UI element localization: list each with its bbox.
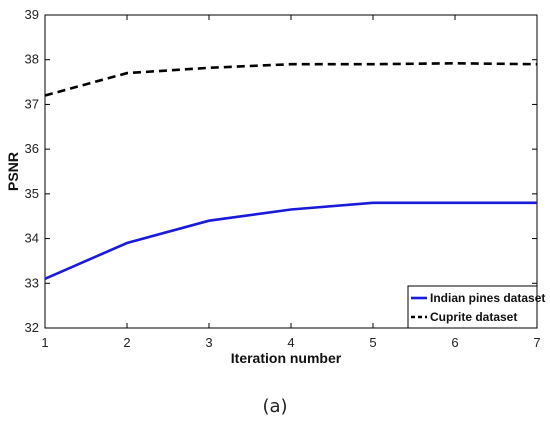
x-tick-label: 4 — [287, 335, 294, 350]
x-axis-label: Iteration number — [231, 350, 342, 366]
x-tick-label: 2 — [123, 335, 130, 350]
plot-area — [44, 14, 538, 329]
legend: Indian pines dataset Cuprite dataset — [407, 285, 545, 329]
x-axis-ticks: 1 2 3 4 5 6 7 — [41, 15, 541, 350]
legend-label-1: Indian pines dataset — [430, 291, 545, 305]
legend-label-2: Cuprite dataset — [430, 310, 517, 324]
y-tick-label: 33 — [25, 275, 39, 290]
y-axis-label: PSNR — [5, 152, 21, 191]
series-layer — [44, 61, 538, 280]
y-tick-label: 35 — [25, 186, 39, 201]
y-tick-label: 39 — [25, 7, 39, 22]
x-tick-label: 1 — [41, 335, 48, 350]
legend-box — [407, 285, 538, 329]
x-tick-label: 6 — [451, 335, 458, 350]
x-tick-label: 3 — [205, 335, 212, 350]
y-tick-label: 34 — [25, 231, 39, 246]
x-tick-label: 5 — [369, 335, 376, 350]
series-line-2 — [44, 61, 538, 97]
y-tick-label: 36 — [25, 141, 39, 156]
x-tick-label: 7 — [533, 335, 540, 350]
y-tick-label: 38 — [25, 52, 39, 67]
y-tick-label: 32 — [25, 320, 39, 335]
y-tick-label: 37 — [25, 96, 39, 111]
series-line-1 — [44, 201, 537, 280]
y-axis-ticks: 32 33 34 35 36 37 38 39 — [25, 7, 537, 335]
figure-caption: (a) — [262, 396, 288, 417]
